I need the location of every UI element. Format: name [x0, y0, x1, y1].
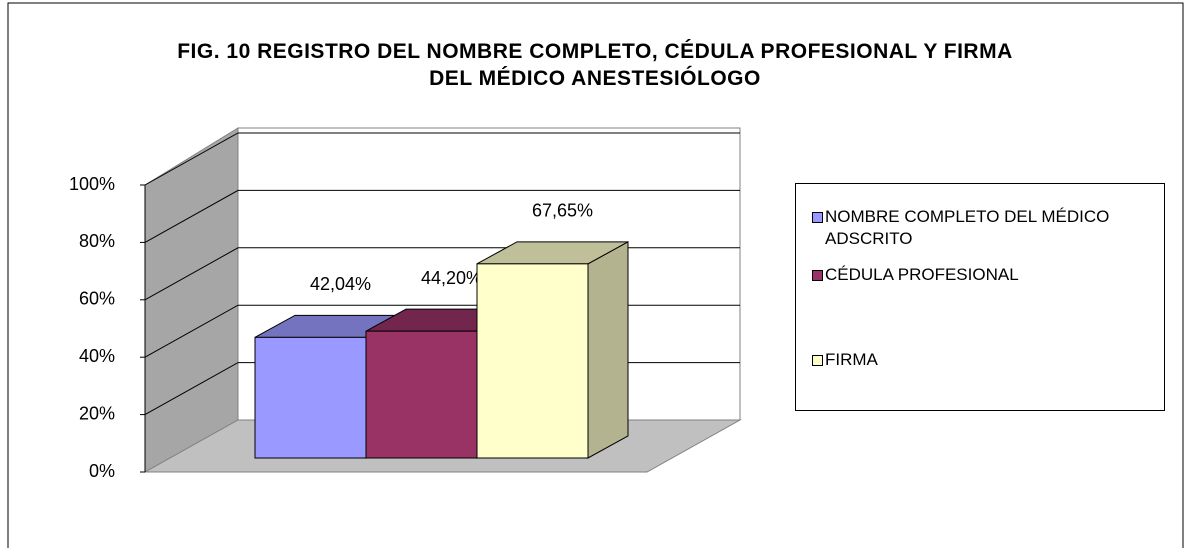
- y-tick-label: 40%: [79, 346, 115, 366]
- legend: NOMBRE COMPLETO DEL MÉDICO ADSCRITO CÉDUL…: [795, 183, 1165, 411]
- data-label: 67,65%: [532, 201, 593, 221]
- bar: [476, 240, 629, 459]
- bar-front: [254, 336, 367, 459]
- legend-label: FIRMA: [825, 350, 878, 369]
- legend-swatch: [812, 355, 823, 366]
- y-tick-label: 100%: [69, 174, 115, 194]
- legend-entry: CÉDULA PROFESIONAL: [812, 264, 1157, 286]
- grid-line: [144, 132, 740, 186]
- grid-line: [144, 189, 740, 243]
- legend-swatch: [812, 212, 823, 223]
- legend-label: NOMBRE COMPLETO DEL MÉDICO ADSCRITO: [825, 207, 1110, 248]
- y-tick-label: 80%: [79, 231, 115, 251]
- y-tick-label: 20%: [79, 403, 115, 423]
- bar-side: [587, 240, 629, 459]
- side-wall: [144, 127, 239, 473]
- chart-border: [7, 2, 1184, 548]
- y-tick-label: 0%: [89, 461, 115, 481]
- legend-swatch: [812, 270, 823, 281]
- y-tick-label: 60%: [79, 289, 115, 309]
- data-label: 42,04%: [310, 274, 371, 294]
- legend-entry: NOMBRE COMPLETO DEL MÉDICO ADSCRITO: [812, 206, 1157, 250]
- bar-front: [476, 263, 589, 459]
- bar-front: [365, 330, 478, 459]
- chart-title: FIG. 10 REGISTRO DEL NOMBRE COMPLETO, CÉ…: [177, 40, 1013, 90]
- data-label: 44,20%: [421, 268, 482, 288]
- legend-entry: FIRMA: [812, 349, 1157, 371]
- legend-label: CÉDULA PROFESIONAL: [825, 265, 1019, 284]
